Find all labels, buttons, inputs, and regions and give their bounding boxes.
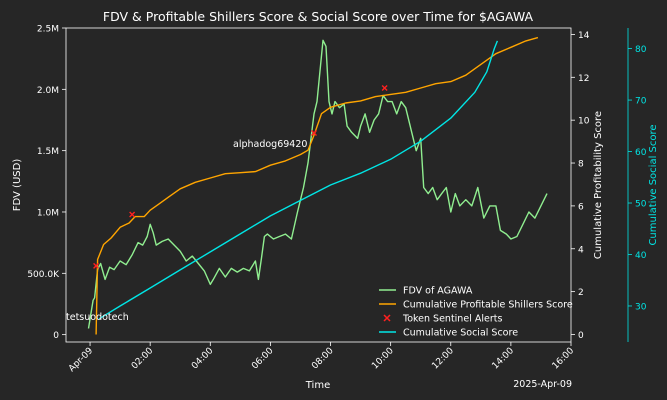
y-right2-tick-label: 50 [635,200,647,210]
legend-label-fdv: FDV of AGAWA [403,286,473,297]
legend: FDV of AGAWA Cumulative Profitable Shill… [379,286,573,339]
legend-swatch-alerts [383,314,391,322]
legend-label-alerts: Token Sentinel Alerts [402,314,502,325]
legend-label-social: Cumulative Social Score [403,328,518,339]
y-right2-tick-label: 40 [635,251,647,261]
y-left-tick-label: 1.0M [37,208,59,218]
series-line-profit [95,36,539,335]
series-line-fdv [87,39,548,329]
y-right-tick-label: 4 [578,245,584,255]
y-left-tick-label: 2.0M [37,86,59,96]
y-left-tick-label: 2.5M [37,25,59,35]
y-right2-tick-label: 70 [635,97,647,107]
series-line-social [98,40,499,320]
y-right-tick-label: 10 [578,117,590,127]
annotation-tetsuodotech: tetsuodotech [66,312,129,323]
y-right-tick-label: 12 [578,74,589,84]
alert-marker [310,130,317,137]
x-date-label: 2025-Apr-09 [513,379,572,390]
y-right-axis-label: Cumulative Profitability Score [593,111,604,259]
y-right-tick-label: 6 [578,202,584,212]
y-left-tick-label: 0 [53,331,59,341]
annotation-alphadog69420: alphadog69420 [233,139,307,150]
y-right2-tick-label: 80 [635,45,647,55]
alert-marker-stroke [93,262,100,269]
y-right-tick-label: 14 [578,31,590,41]
plot-frame [65,27,629,343]
y-right-tick-label: 2 [578,288,584,298]
plot-border [65,27,572,343]
legend-label-profit: Cumulative Profitable Shillers Score [403,300,573,311]
y-left-tick-label: 500.0K [27,270,60,280]
alert-marker [129,211,136,218]
alert-marker-stroke [310,130,317,137]
y-right2-tick-label: 60 [635,148,647,158]
series-lines [87,36,548,335]
y-right-tick-label: 0 [578,331,584,341]
y-right2-axis-label: Cumulative Social Score [648,124,659,245]
y-left-axis-label: FDV (USD) [12,159,23,212]
alert-marker [381,85,388,92]
alert-marker-stroke [381,85,388,92]
y-left-tick-label: 1.5M [37,147,59,157]
y-right-tick-label: 8 [578,160,584,170]
chart-title: FDV & Profitable Shillers Score & Social… [103,9,534,24]
x-axis-label: Time [305,380,330,391]
alert-marker-stroke [129,211,136,218]
alert-marker [93,262,100,269]
y-right2-tick-label: 30 [635,302,647,312]
